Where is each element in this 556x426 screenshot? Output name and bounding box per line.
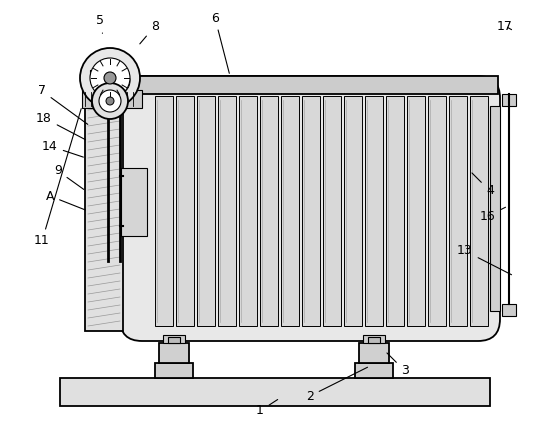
Bar	[121, 168, 147, 236]
Bar	[502, 94, 516, 106]
Bar	[344, 96, 362, 326]
Text: 7: 7	[38, 84, 88, 124]
Text: 14: 14	[42, 139, 83, 157]
Bar	[490, 106, 500, 311]
Bar	[60, 378, 490, 406]
Bar	[197, 96, 215, 326]
Bar	[176, 96, 194, 326]
Text: 3: 3	[387, 353, 409, 377]
Circle shape	[92, 83, 128, 119]
Bar	[159, 343, 189, 363]
Bar	[323, 96, 341, 326]
Circle shape	[104, 72, 116, 84]
Circle shape	[80, 48, 140, 108]
Bar	[407, 96, 425, 326]
Bar	[260, 96, 278, 326]
Bar	[368, 337, 380, 343]
Bar	[163, 335, 185, 343]
Bar	[85, 81, 123, 331]
Text: 9: 9	[54, 164, 84, 190]
Text: 2: 2	[306, 367, 368, 403]
Text: 6: 6	[211, 12, 229, 73]
Bar	[502, 304, 516, 316]
Circle shape	[90, 58, 130, 98]
Bar	[100, 84, 124, 96]
Bar	[363, 335, 385, 343]
Circle shape	[97, 61, 137, 101]
Circle shape	[104, 68, 130, 94]
Bar	[86, 78, 124, 93]
Circle shape	[99, 90, 121, 112]
Text: 4: 4	[472, 173, 494, 198]
Text: 13: 13	[457, 245, 512, 275]
Bar	[302, 96, 320, 326]
Bar	[355, 363, 393, 378]
Text: 18: 18	[36, 112, 86, 140]
Circle shape	[106, 97, 114, 105]
Text: 1: 1	[256, 400, 277, 417]
Bar	[155, 363, 193, 378]
Text: 8: 8	[140, 20, 159, 44]
Bar	[168, 337, 180, 343]
Bar	[90, 70, 120, 78]
Bar	[428, 96, 446, 326]
Text: 11: 11	[34, 109, 81, 248]
FancyBboxPatch shape	[120, 76, 500, 341]
Bar	[155, 96, 173, 326]
Bar	[239, 96, 257, 326]
Text: 5: 5	[96, 14, 104, 33]
Bar	[470, 96, 488, 326]
Bar	[449, 96, 467, 326]
Bar	[82, 90, 142, 108]
Bar	[122, 76, 498, 94]
Text: 17: 17	[497, 20, 513, 32]
Text: A: A	[46, 190, 86, 210]
Text: 16: 16	[480, 207, 505, 222]
Bar	[359, 343, 389, 363]
Bar	[365, 96, 383, 326]
Bar	[386, 96, 404, 326]
Bar	[218, 96, 236, 326]
Bar	[281, 96, 299, 326]
